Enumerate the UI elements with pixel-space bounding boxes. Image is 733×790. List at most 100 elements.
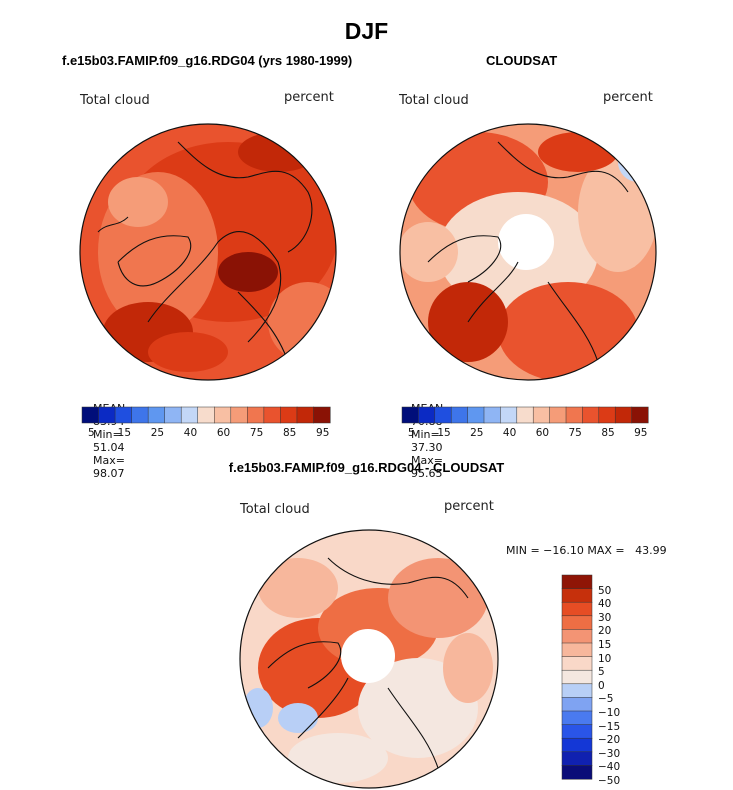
colorbar-swatch [81,406,100,424]
left-panel-title: f.e15b03.FAMIP.f09_g16.RDG04 (yrs 1980-1… [62,53,353,68]
colorbar-tick-label: 95 [634,427,648,439]
diff-variable-label: Total cloud [240,502,310,517]
diff-colorbar-ticks: 50 40 30 20 15 10 5 0 −5 −10 −15 −20 −30 −40 −50 [598,575,638,787]
colorbar-swatch [561,724,593,739]
colorbar-swatch [114,406,133,424]
colorbar-swatch [131,406,149,424]
diff-panel-title: f.e15b03.FAMIP.f09_g16.RDG04 - CLOUDSAT [228,460,505,475]
colorbar-swatch [565,406,583,424]
colorbar-swatch [561,615,593,630]
right-min-label: Min= [411,428,440,441]
colorbar-swatch [561,710,593,726]
left-max-label: Max= [93,454,125,467]
colorbar-swatch [561,669,593,685]
colorbar-tick-label: −5 [598,693,614,706]
colorbar-swatch [418,406,436,424]
colorbar-swatch [467,406,485,424]
figure-title: DJF [344,18,389,44]
colorbar-tick-label: −30 [598,747,621,760]
colorbar-swatch [180,406,199,424]
colorbar-tick-label: 20 [598,625,612,638]
colorbar-swatch [561,656,593,671]
colorbar-tick-label: 25 [470,427,484,439]
colorbar-tick-label: 10 [598,652,612,665]
colorbar-swatch [561,642,593,658]
colorbar-swatch [401,406,419,424]
colorbar-swatch [561,588,593,603]
right-max-label: Max= [411,454,443,467]
colorbar-swatch [434,406,452,424]
colorbar-swatch [296,406,315,424]
colorbar-swatch [561,765,593,780]
left-variable-label: Total cloud [80,93,150,108]
diff-colorbar [561,574,593,780]
left-colorbar [81,406,331,424]
colorbar-tick-label: −40 [598,761,621,774]
colorbar-swatch [280,406,298,424]
right-colorbar-ticks: 5 15 25 40 60 75 85 95 [402,427,648,441]
colorbar-swatch [230,406,248,424]
right-units-label: percent [603,90,653,105]
colorbar-tick-label: 60 [216,427,231,439]
right-min-value: 37.30 [411,441,443,454]
colorbar-tick-label: 0 [598,679,605,692]
colorbar-swatch [631,406,649,424]
colorbar-swatch [247,406,265,424]
colorbar-tick-label: 25 [150,427,165,439]
colorbar-tick-label: 75 [249,427,264,439]
colorbar-swatch [483,406,501,424]
colorbar-tick-label: 15 [437,427,451,439]
colorbar-tick-label: 15 [117,427,132,439]
colorbar-tick-label: 75 [568,427,582,439]
colorbar-swatch [147,406,166,424]
right-max-value: 95.65 [411,467,443,480]
colorbar-tick-label: 60 [535,427,550,439]
right-variable-label: Total cloud [399,93,469,108]
left-min-value: 51.04 [93,441,125,454]
colorbar-tick-label: 85 [282,427,297,439]
colorbar-swatch [561,601,593,617]
colorbar-swatch [450,406,469,424]
colorbar-tick-label: 5 [407,427,415,439]
colorbar-swatch [164,406,182,424]
colorbar-tick-label: 40 [598,598,612,611]
colorbar-swatch [516,406,534,424]
colorbar-swatch [598,406,616,424]
colorbar-tick-label: −20 [598,734,621,747]
right-stats: MEAN= 70.88 Min= 37.30 Max= 95.65 [404,389,452,480]
colorbar-swatch [532,406,551,424]
colorbar-swatch [561,683,593,698]
diff-units-label: percent [444,499,494,514]
colorbar-tick-label: −50 [598,775,621,787]
left-min-label: Min= [93,428,122,441]
left-colorbar-ticks: 5 15 25 40 60 75 85 95 [82,427,330,441]
left-max-value: 98.07 [93,467,125,480]
colorbar-tick-label: 85 [601,427,615,439]
colorbar-swatch [549,406,567,424]
right-colorbar [401,406,649,424]
colorbar-tick-label: 40 [183,427,198,439]
diff-minmax: MIN = −16.10 MAX = 43.99 [506,544,667,557]
colorbar-swatch [561,574,593,590]
colorbar-tick-label: 15 [598,639,612,651]
colorbar-swatch [561,751,593,766]
colorbar-swatch [214,406,232,424]
right-panel-title: CLOUDSAT [486,53,558,68]
colorbar-tick-label: 50 [598,584,612,597]
colorbar-tick-label: 40 [502,427,517,439]
colorbar-swatch [582,406,600,424]
colorbar-swatch [263,406,281,424]
colorbar-swatch [197,406,215,424]
colorbar-tick-label: 95 [316,427,330,439]
right-polar-map [399,123,657,381]
colorbar-tick-label: −15 [598,720,621,733]
left-polar-map [79,123,337,381]
colorbar-swatch [561,697,593,712]
colorbar-swatch [98,406,116,424]
colorbar-swatch [313,406,331,424]
colorbar-swatch [500,406,518,424]
colorbar-tick-label: 5 [598,666,605,679]
left-units-label: percent [284,90,334,105]
colorbar-swatch [561,629,593,644]
colorbar-tick-label: 30 [598,611,612,624]
